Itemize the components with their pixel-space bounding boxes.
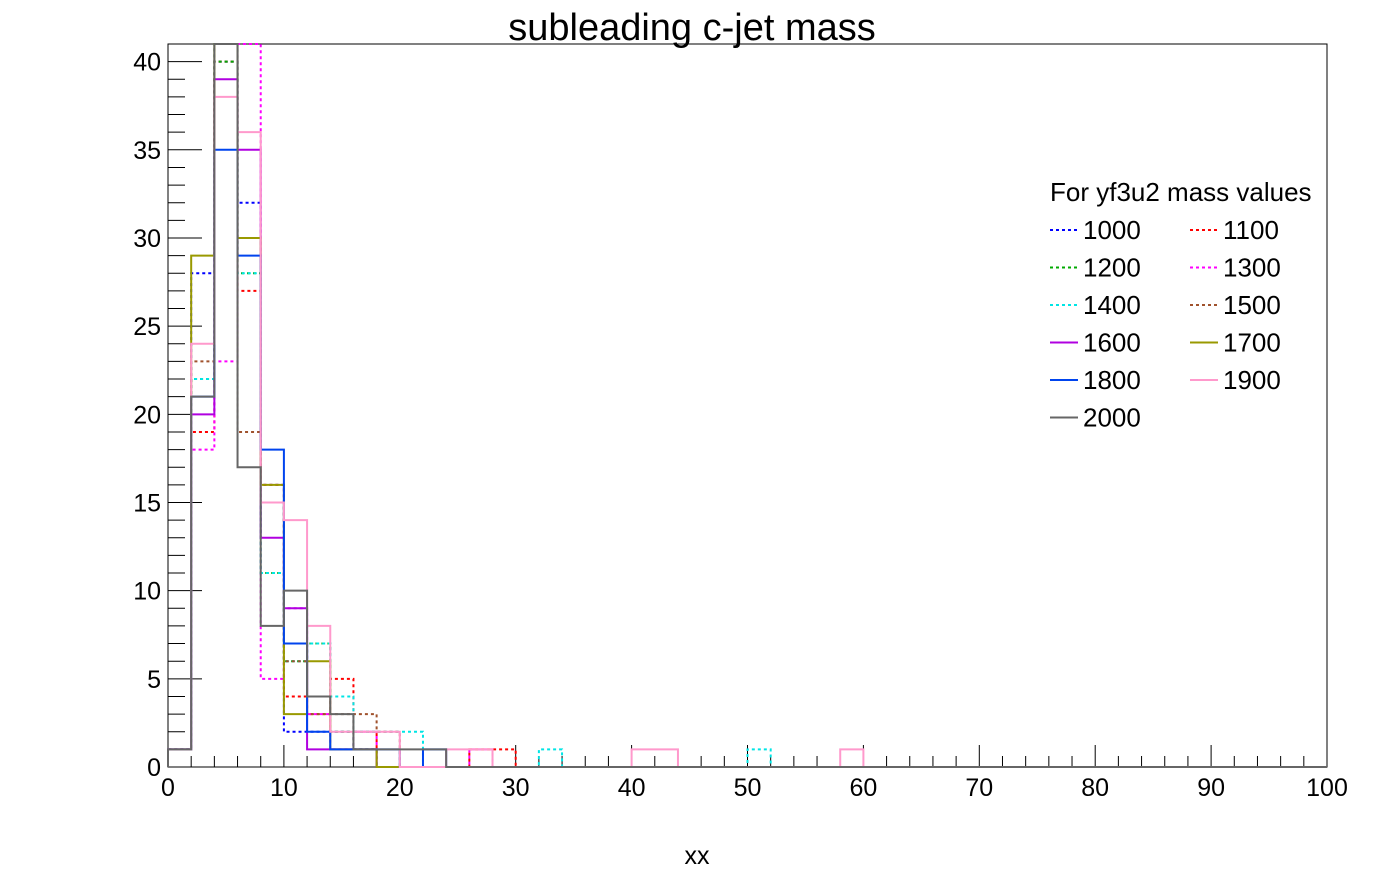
y-tick-label: 40 — [133, 49, 161, 77]
x-tick-label: 70 — [965, 774, 993, 802]
legend-label: 2000 — [1083, 403, 1141, 433]
legend-label: 1900 — [1223, 365, 1281, 395]
x-tick-label: 60 — [849, 774, 877, 802]
legend-label: 1200 — [1083, 253, 1141, 283]
x-tick-label: 10 — [270, 774, 298, 802]
series-group — [167, 43, 1327, 768]
x-tick-label: 30 — [502, 774, 530, 802]
x-tick-label: 0 — [161, 774, 175, 802]
series-line-1100 — [167, 60, 1327, 768]
y-tick-label: 30 — [133, 225, 161, 253]
legend-label: 1300 — [1223, 253, 1281, 283]
x-tick-label: 90 — [1197, 774, 1225, 802]
legend-label: 1600 — [1083, 328, 1141, 358]
series-line-1500 — [167, 43, 1327, 768]
x-axis-label: xx — [685, 842, 711, 870]
legend-label: 1500 — [1223, 290, 1281, 320]
series-line-2000 — [167, 43, 1327, 768]
y-tick-label: 35 — [133, 137, 161, 165]
y-tick-label: 25 — [133, 313, 161, 341]
series-line-1200 — [167, 60, 1327, 768]
y-tick-label: 0 — [147, 754, 161, 782]
legend-title: For yf3u2 mass values — [1050, 177, 1312, 207]
series-line-1400 — [167, 43, 1327, 768]
x-tick-label: 50 — [734, 774, 762, 802]
plot-frame — [167, 43, 1328, 768]
x-tick-label: 80 — [1081, 774, 1109, 802]
y-tick-label: 5 — [147, 666, 161, 694]
series-line-1000 — [167, 60, 1327, 768]
x-tick-label: 20 — [386, 774, 414, 802]
x-tick-label: 40 — [618, 774, 646, 802]
series-line-1800 — [167, 148, 1327, 768]
chart-title: subleading c-jet mass — [508, 7, 876, 49]
legend: For yf3u2 mass values 1000 1100 1200 1300 14… — [1050, 177, 1312, 433]
legend-label: 1400 — [1083, 290, 1141, 320]
y-tick-label: 10 — [133, 578, 161, 606]
x-tick-label: 100 — [1306, 774, 1348, 802]
legend-label: 1700 — [1223, 328, 1281, 358]
legend-label: 1000 — [1083, 215, 1141, 245]
series-line-1300 — [167, 43, 1327, 768]
y-tick-label: 15 — [133, 489, 161, 517]
series-line-1700 — [167, 43, 1327, 768]
legend-label: 1100 — [1223, 215, 1279, 245]
legend-label: 1800 — [1083, 365, 1141, 395]
y-tick-label: 20 — [133, 401, 161, 429]
